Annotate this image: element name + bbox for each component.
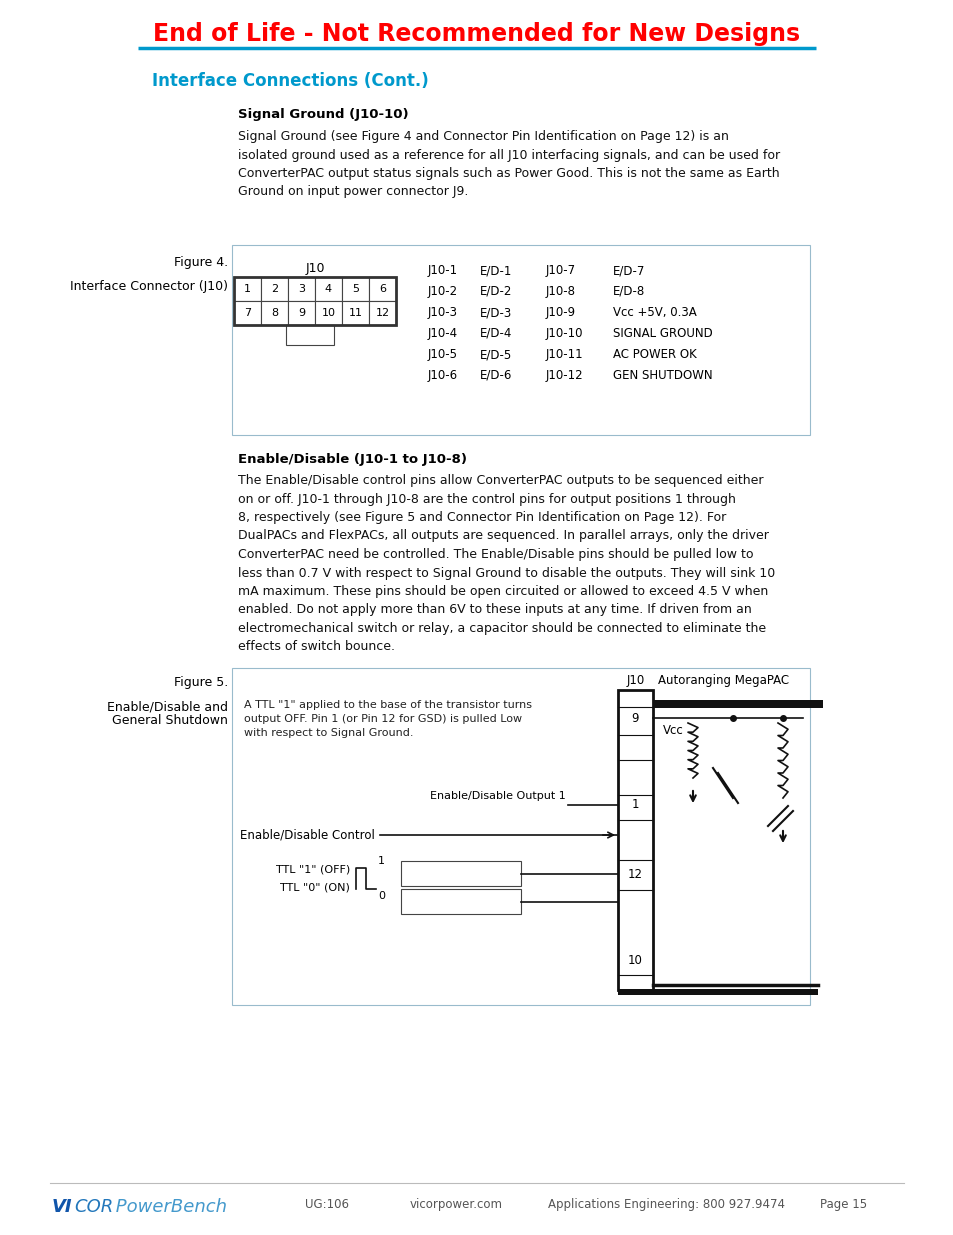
Text: J10-6: J10-6: [428, 369, 457, 382]
Text: 2: 2: [271, 284, 277, 294]
Text: E/D-7: E/D-7: [613, 264, 644, 277]
Text: 12: 12: [627, 868, 642, 882]
Text: SIGNAL GROUND: SIGNAL GROUND: [613, 327, 712, 340]
Bar: [233, 301, 261, 325]
Text: 1: 1: [631, 799, 639, 811]
Bar: [261, 277, 288, 301]
Text: Enable/Disable Control: Enable/Disable Control: [240, 829, 375, 841]
Text: GEN SHUTDOWN: GEN SHUTDOWN: [613, 369, 712, 382]
Text: E/D-1: E/D-1: [479, 264, 512, 277]
Text: Signal Ground: Signal Ground: [423, 897, 497, 906]
Bar: [618, 690, 652, 990]
Bar: [618, 989, 817, 995]
Text: TTL "1" (OFF): TTL "1" (OFF): [275, 864, 350, 876]
Text: UG:106: UG:106: [305, 1198, 349, 1212]
Text: COR: COR: [74, 1198, 113, 1216]
Bar: [232, 668, 809, 1005]
Text: Signal Ground (see Figure 4 and Connector Pin Identification on Page 12) is an
i: Signal Ground (see Figure 4 and Connecto…: [237, 130, 780, 199]
Text: E/D-3: E/D-3: [479, 306, 512, 319]
Text: TTL "0" (ON): TTL "0" (ON): [280, 882, 350, 892]
Text: Figure 4.: Figure 4.: [173, 256, 228, 269]
Text: E/D-5: E/D-5: [479, 348, 512, 361]
Text: J10-12: J10-12: [545, 369, 583, 382]
Bar: [232, 245, 809, 435]
Text: J10-8: J10-8: [545, 285, 576, 298]
Bar: [314, 277, 341, 301]
Text: Enable/Disable Output 1: Enable/Disable Output 1: [430, 790, 565, 802]
Text: 12: 12: [375, 308, 389, 317]
Text: E/D-2: E/D-2: [479, 285, 512, 298]
Text: J10: J10: [305, 262, 324, 275]
Text: 0: 0: [377, 890, 385, 902]
Text: VI: VI: [52, 1198, 72, 1216]
Text: General Shutdown: General Shutdown: [112, 714, 228, 727]
Text: Vcc +5V, 0.3A: Vcc +5V, 0.3A: [613, 306, 696, 319]
Text: J10-11: J10-11: [545, 348, 583, 361]
Text: AC POWER OK: AC POWER OK: [613, 348, 696, 361]
Text: 9: 9: [631, 711, 639, 725]
Text: 3: 3: [297, 284, 305, 294]
Text: 5: 5: [352, 284, 358, 294]
Bar: [233, 277, 261, 301]
Text: Figure 5.: Figure 5.: [173, 676, 228, 689]
Text: E/D-8: E/D-8: [613, 285, 644, 298]
Bar: [400, 861, 520, 885]
Text: 7: 7: [244, 308, 251, 317]
Text: 10: 10: [627, 953, 642, 967]
Text: Enable/Disable and: Enable/Disable and: [107, 700, 228, 713]
Text: J10-10: J10-10: [545, 327, 583, 340]
Text: General Shutdown: General Shutdown: [413, 868, 509, 878]
Text: J10-4: J10-4: [428, 327, 457, 340]
Text: 6: 6: [378, 284, 386, 294]
Text: J10-7: J10-7: [545, 264, 576, 277]
Bar: [341, 301, 369, 325]
Text: 1: 1: [244, 284, 251, 294]
Text: Interface Connector (J10): Interface Connector (J10): [70, 280, 228, 293]
Text: vicorpower.com: vicorpower.com: [410, 1198, 502, 1212]
Text: Page 15: Page 15: [820, 1198, 866, 1212]
Text: 1: 1: [377, 856, 385, 866]
Text: J10-3: J10-3: [428, 306, 457, 319]
Bar: [261, 301, 288, 325]
Text: E/D-6: E/D-6: [479, 369, 512, 382]
Bar: [233, 277, 395, 325]
Text: PowerBench: PowerBench: [110, 1198, 227, 1216]
Text: Vcc: Vcc: [662, 724, 683, 736]
Text: E/D-4: E/D-4: [479, 327, 512, 340]
Bar: [400, 889, 520, 914]
Text: 11: 11: [348, 308, 362, 317]
Text: J10-9: J10-9: [545, 306, 576, 319]
Text: Autoranging MegaPAC: Autoranging MegaPAC: [658, 674, 788, 687]
Bar: [288, 301, 314, 325]
Text: 4: 4: [325, 284, 332, 294]
Bar: [341, 277, 369, 301]
Text: J10-5: J10-5: [428, 348, 457, 361]
Text: The Enable/Disable control pins allow ConverterPAC outputs to be sequenced eithe: The Enable/Disable control pins allow Co…: [237, 474, 775, 653]
Text: Enable/Disable (J10-1 to J10-8): Enable/Disable (J10-1 to J10-8): [237, 453, 467, 466]
Text: Applications Engineering: 800 927.9474: Applications Engineering: 800 927.9474: [547, 1198, 784, 1212]
Text: J10-1: J10-1: [428, 264, 457, 277]
Text: J10-2: J10-2: [428, 285, 457, 298]
Text: Signal Ground (J10-10): Signal Ground (J10-10): [237, 107, 408, 121]
Bar: [369, 277, 395, 301]
Text: A TTL "1" applied to the base of the transistor turns
output OFF. Pin 1 (or Pin : A TTL "1" applied to the base of the tra…: [244, 700, 532, 739]
Text: Interface Connections (Cont.): Interface Connections (Cont.): [152, 72, 428, 90]
Text: 8: 8: [271, 308, 277, 317]
Bar: [652, 700, 822, 708]
Text: End of Life - Not Recommended for New Designs: End of Life - Not Recommended for New De…: [153, 22, 800, 46]
Text: J10: J10: [626, 674, 644, 687]
Text: 10: 10: [321, 308, 335, 317]
Bar: [314, 301, 341, 325]
Bar: [369, 301, 395, 325]
Bar: [286, 325, 334, 345]
Text: 9: 9: [297, 308, 305, 317]
Bar: [288, 277, 314, 301]
